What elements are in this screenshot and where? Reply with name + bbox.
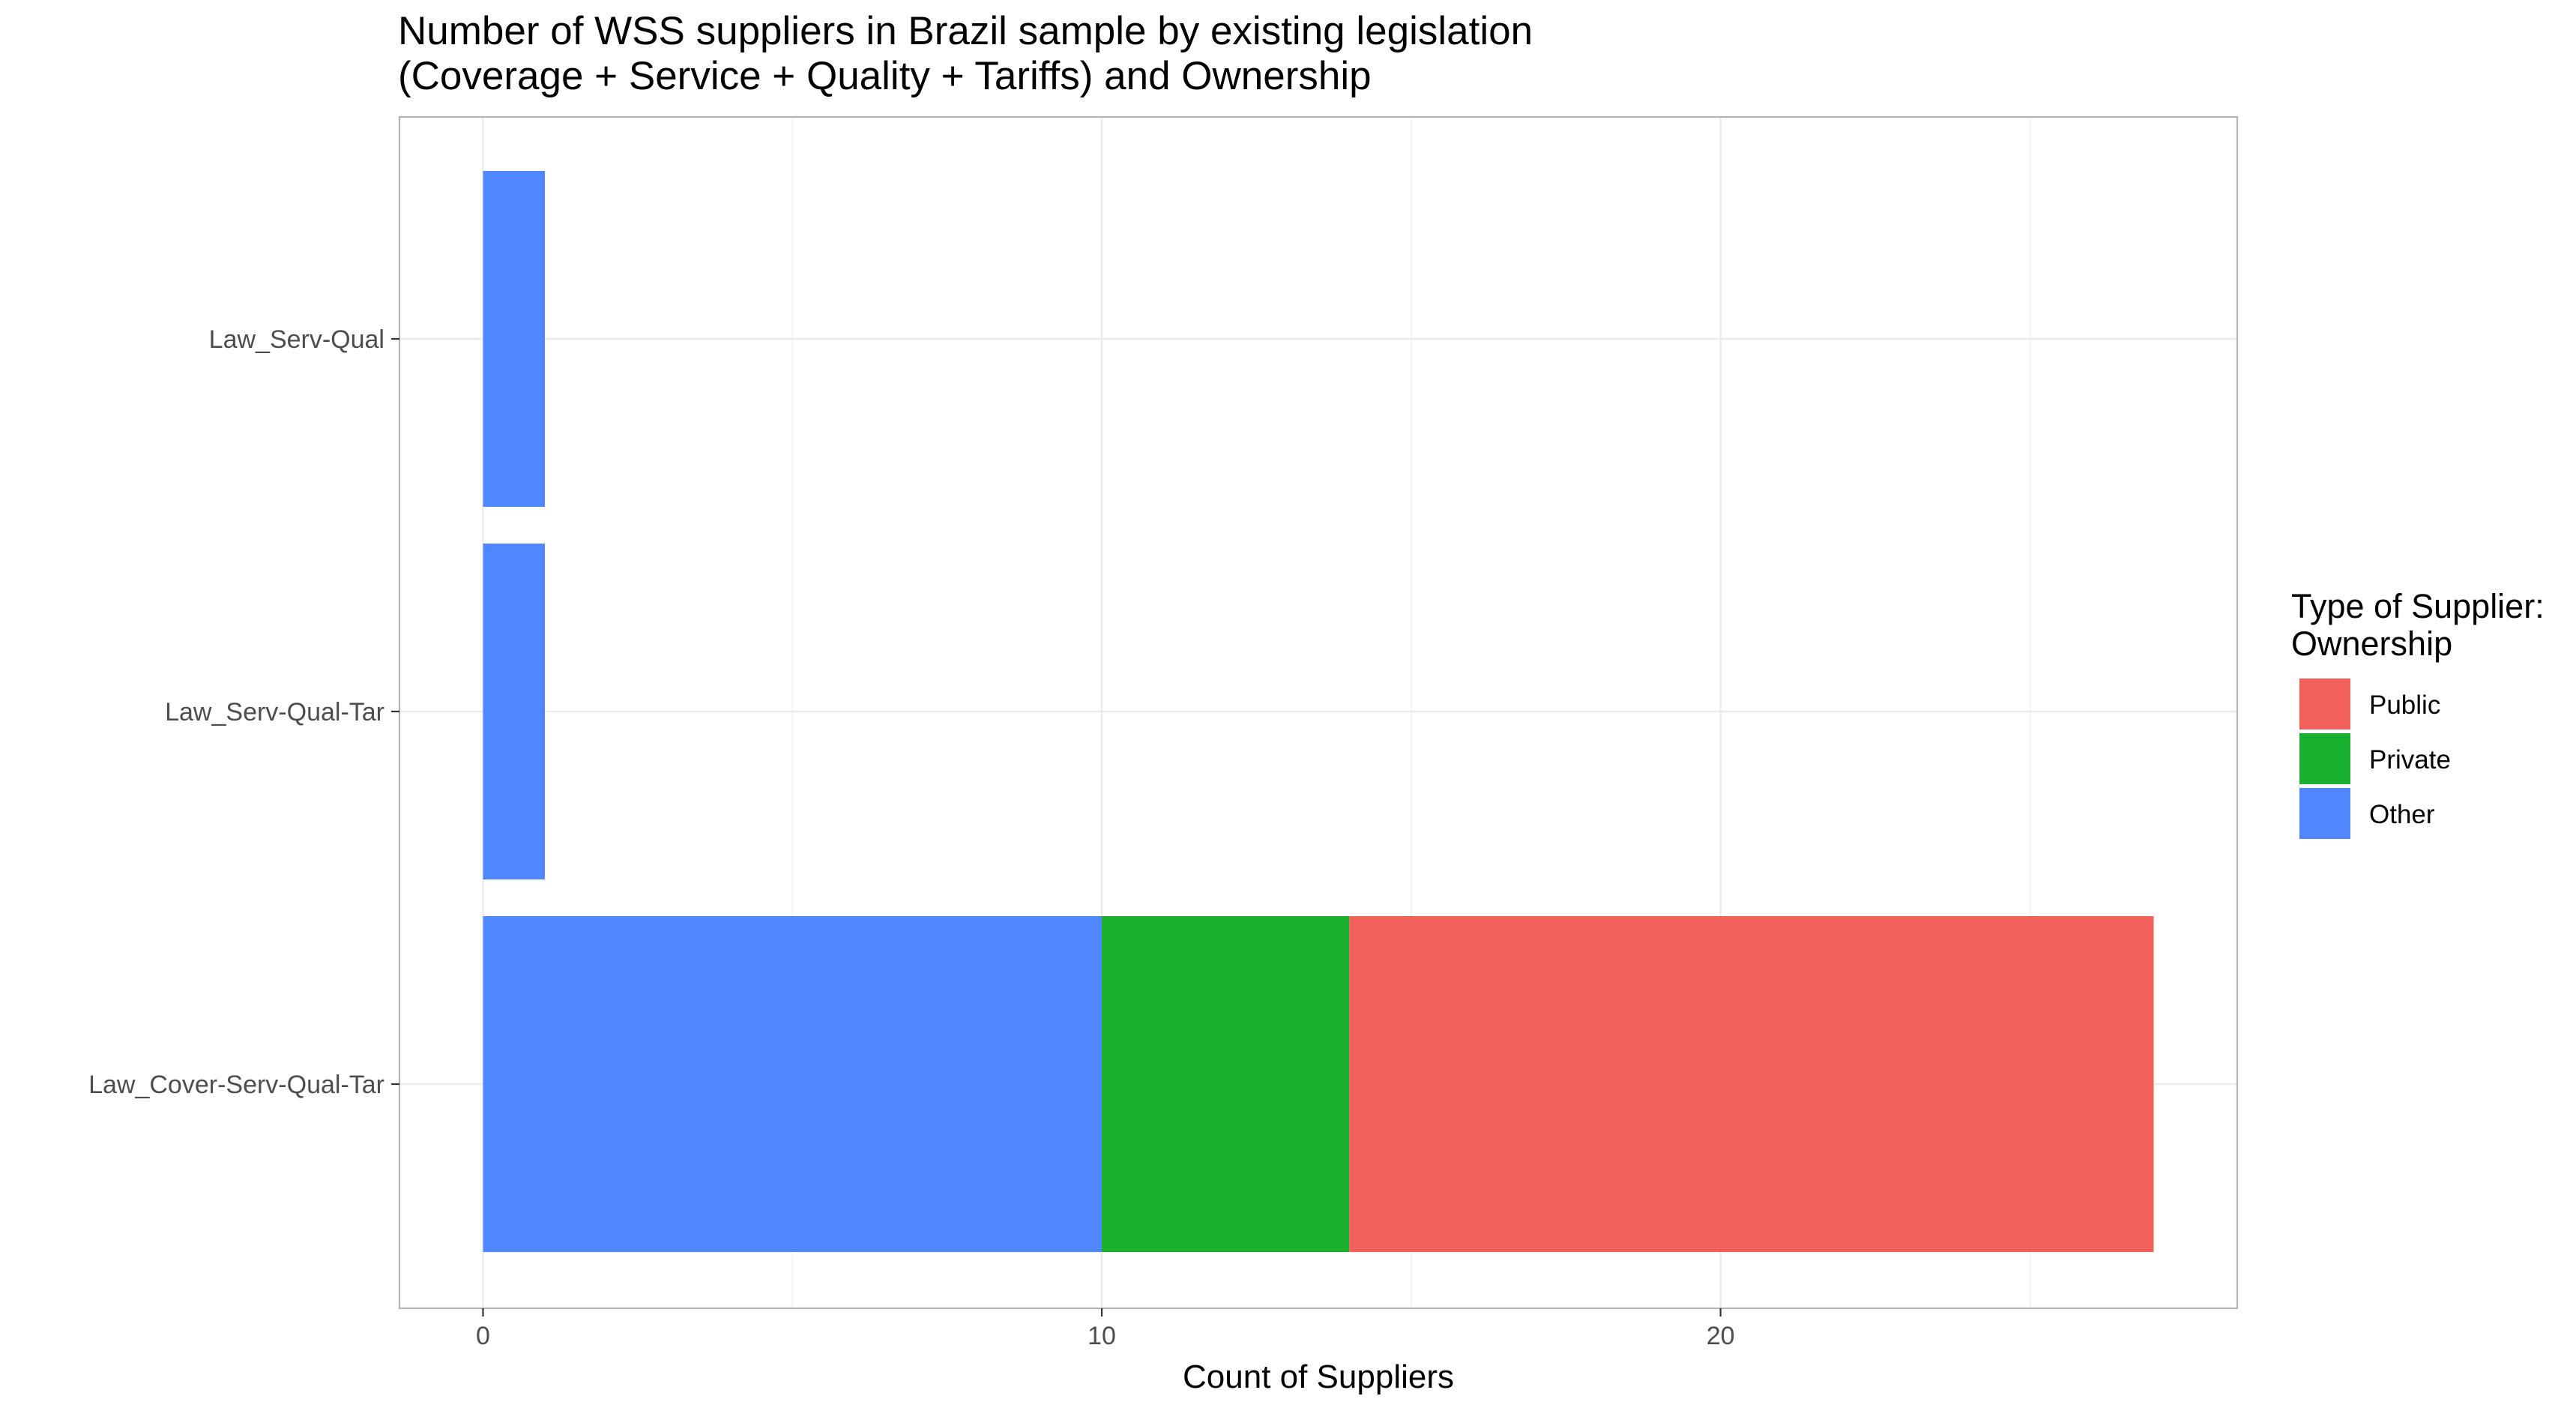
bar-public-Law_Cover-Serv-Qual-Tar: [1349, 916, 2154, 1252]
chart-title: Number of WSS suppliers in Brazil sample…: [398, 9, 1533, 98]
x-axis: 0 10 20: [476, 1308, 1735, 1350]
y-tick-label: Law_Serv-Qual: [209, 325, 384, 354]
legend-label-other: Other: [2369, 800, 2435, 829]
y-tick-label: Law_Cover-Serv-Qual-Tar: [88, 1071, 384, 1099]
chart-title-line-1: Number of WSS suppliers in Brazil sample…: [398, 9, 1533, 53]
legend-key-private: [2299, 733, 2350, 784]
bar-other-Law_Serv-Qual: [483, 171, 546, 507]
bars-layer: [483, 171, 2154, 1252]
legend: Type of Supplier: Ownership Public Privat…: [2291, 587, 2545, 839]
plot-panel-border: [398, 115, 2239, 1310]
legend-items: Public Private Other: [2299, 679, 2451, 839]
bar-private-Law_Cover-Serv-Qual-Tar: [1102, 916, 1350, 1252]
y-axis: Law_Serv-Qual Law_Serv-Qual-Tar Law_Cover-…: [88, 325, 399, 1099]
x-axis-title: Count of Suppliers: [1183, 1359, 1454, 1395]
chart-title-line-2: (Coverage + Service + Quality + Tariffs)…: [398, 54, 1372, 98]
bar-other-Law_Cover-Serv-Qual-Tar: [483, 916, 1103, 1252]
x-tick-label: 0: [476, 1322, 490, 1350]
x-tick-label: 10: [1088, 1322, 1116, 1350]
legend-label-private: Private: [2369, 745, 2451, 774]
legend-key-other: [2299, 788, 2350, 839]
legend-title-line-2: Ownership: [2291, 625, 2452, 663]
legend-key-public: [2299, 679, 2350, 729]
bar-other-Law_Serv-Qual-Tar: [483, 544, 546, 879]
x-tick-label: 20: [1707, 1322, 1735, 1350]
legend-title-line-1: Type of Supplier:: [2291, 587, 2545, 625]
y-tick-label: Law_Serv-Qual-Tar: [165, 698, 384, 726]
legend-label-public: Public: [2369, 691, 2440, 720]
